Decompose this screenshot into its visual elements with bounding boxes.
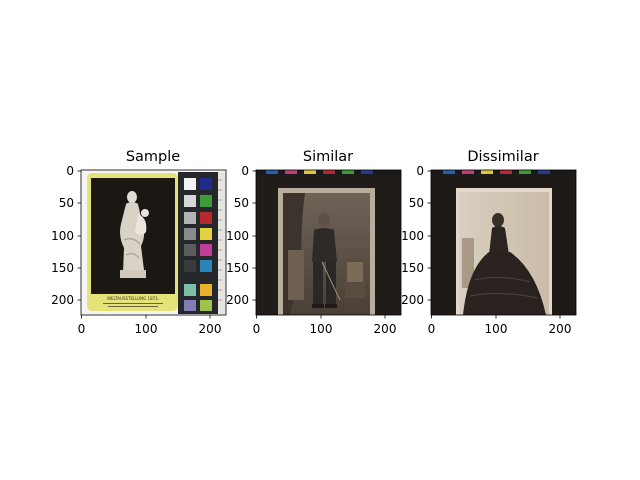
y-tick-label: 200 bbox=[51, 293, 74, 307]
panel-dissimilar: Dissimilar bbox=[401, 149, 577, 336]
x-tick-label: 200 bbox=[374, 322, 397, 336]
y-tick-label: 50 bbox=[59, 196, 74, 210]
y-tick-label: 0 bbox=[416, 164, 424, 178]
y-tick-label: 50 bbox=[234, 196, 249, 210]
axes-frame bbox=[255, 169, 402, 316]
x-tick-label: 0 bbox=[428, 322, 436, 336]
x-tick-label: 100 bbox=[310, 322, 333, 336]
x-tick-label: 0 bbox=[78, 322, 86, 336]
dissimilar-image bbox=[431, 170, 576, 315]
y-tick-label: 100 bbox=[51, 229, 74, 243]
panel-sample: Sample WELTAUSSTELLUNG 1873. bbox=[51, 149, 227, 336]
portrait-figure bbox=[463, 213, 546, 315]
x-tick-label: 200 bbox=[199, 322, 222, 336]
panel-similar: Similar bbox=[226, 149, 402, 336]
similar-image bbox=[256, 170, 401, 315]
y-tick-label: 100 bbox=[401, 229, 424, 243]
sample-image: WELTAUSSTELLUNG 1873. bbox=[81, 170, 226, 315]
axes-frame bbox=[80, 169, 227, 316]
x-tick-label: 100 bbox=[135, 322, 158, 336]
y-tick-label: 150 bbox=[401, 261, 424, 275]
color-checker bbox=[178, 172, 218, 314]
y-tick-label: 0 bbox=[241, 164, 249, 178]
y-tick-label: 200 bbox=[401, 293, 424, 307]
y-tick-label: 0 bbox=[66, 164, 74, 178]
panel-title: Dissimilar bbox=[467, 149, 538, 165]
panel-title: Similar bbox=[303, 149, 353, 165]
y-tick-label: 100 bbox=[226, 229, 249, 243]
y-tick-label: 50 bbox=[409, 196, 424, 210]
x-tick-label: 100 bbox=[485, 322, 508, 336]
y-tick-label: 200 bbox=[226, 293, 249, 307]
axes-frame bbox=[430, 169, 577, 316]
y-tick-label: 150 bbox=[51, 261, 74, 275]
y-tick-label: 150 bbox=[226, 261, 249, 275]
x-tick-label: 0 bbox=[253, 322, 261, 336]
portrait-figure bbox=[312, 213, 341, 308]
statue-figure bbox=[120, 191, 149, 278]
card-caption: WELTAUSSTELLUNG 1873. bbox=[107, 296, 159, 301]
panel-title: Sample bbox=[126, 149, 180, 165]
x-tick-label: 200 bbox=[549, 322, 572, 336]
